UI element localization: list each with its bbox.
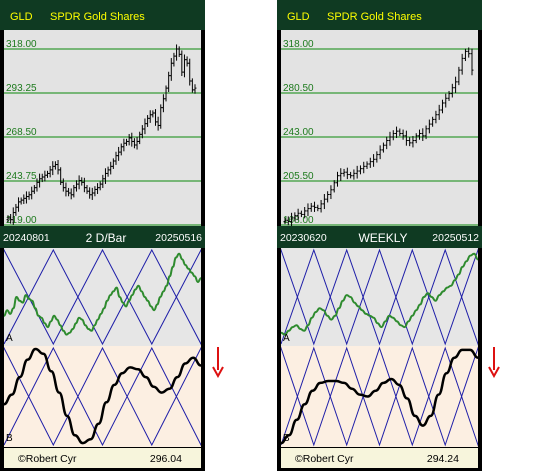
oscillator-b-area	[281, 346, 478, 447]
author-credit: ©Robert Cyr	[295, 453, 354, 465]
gld-weekly-chart: GLD SPDR Gold Shares 318.00 280.50 243.00 205…	[277, 0, 482, 471]
oscillator-b-label: B	[283, 433, 290, 444]
price-tick-label: 205.50	[283, 171, 314, 182]
gld-2day-chart-panel: GLD SPDR Gold Shares 318.00 293.25 268.50 243…	[0, 0, 205, 471]
price-tick-label: 280.50	[283, 83, 314, 94]
price-tick-label: 293.25	[6, 83, 37, 94]
last-price: 296.04	[150, 453, 182, 465]
start-date: 20230620	[280, 232, 327, 244]
price-tick-label: 268.50	[6, 127, 37, 138]
price-tick-label: 243.00	[283, 127, 314, 138]
oscillator-a-area	[281, 248, 478, 346]
ticker-name: SPDR Gold Shares	[50, 11, 145, 23]
timeframe-label: WEEKLY	[358, 231, 407, 245]
price-tick-label: 318.00	[6, 39, 37, 50]
gld-2day-chart: GLD SPDR Gold Shares 318.00 293.25 268.50 243…	[0, 0, 205, 471]
ticker-symbol: GLD	[287, 11, 310, 23]
oscillator-a-label: A	[283, 333, 290, 344]
timeframe-label: 2 D/Bar	[86, 231, 127, 245]
down-arrow-icon	[211, 346, 225, 378]
end-date: 20250512	[432, 232, 479, 244]
down-arrow-icon	[487, 346, 501, 378]
oscillator-b-label: B	[6, 433, 13, 444]
start-date: 20240801	[3, 232, 50, 244]
oscillator-b-area	[4, 346, 201, 447]
end-date: 20250516	[155, 232, 202, 244]
price-tick-label: 243.75	[6, 171, 37, 182]
author-credit: ©Robert Cyr	[18, 453, 77, 465]
oscillator-a-label: A	[6, 333, 13, 344]
oscillator-a-area	[4, 248, 201, 346]
gld-weekly-chart-panel: GLD SPDR Gold Shares 318.00 280.50 243.00 205…	[277, 0, 482, 471]
last-price: 294.24	[427, 453, 459, 465]
price-tick-label: 318.00	[283, 39, 314, 50]
ticker-name: SPDR Gold Shares	[327, 11, 422, 23]
ticker-symbol: GLD	[10, 11, 33, 23]
